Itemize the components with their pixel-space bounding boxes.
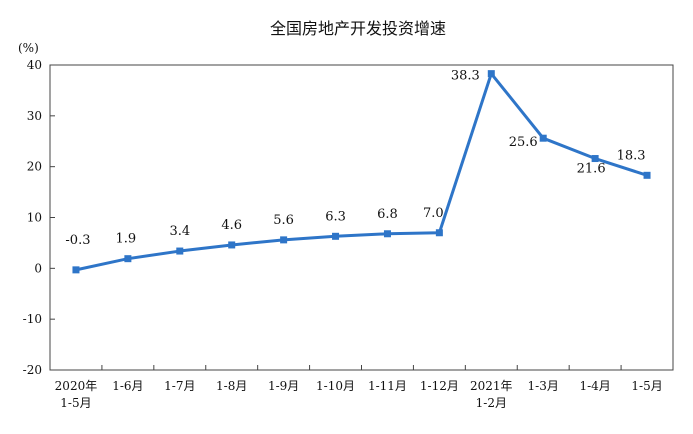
data-point bbox=[643, 171, 651, 179]
data-point bbox=[72, 266, 80, 274]
data-label: 4.6 bbox=[221, 218, 242, 233]
data-label: 6.8 bbox=[377, 207, 398, 222]
data-point bbox=[487, 70, 495, 78]
x-tick-label: 1-2月 bbox=[476, 396, 507, 410]
x-tick-label: 2021年 bbox=[470, 379, 513, 393]
x-tick-label: 1-6月 bbox=[112, 379, 143, 393]
data-label: 21.6 bbox=[577, 162, 606, 177]
x-tick-label: 1-5月 bbox=[631, 379, 662, 393]
data-point bbox=[435, 229, 443, 237]
data-label: 25.6 bbox=[509, 135, 538, 150]
data-point bbox=[332, 232, 340, 240]
y-tick-label: 20 bbox=[27, 160, 42, 174]
y-tick-label: 40 bbox=[27, 58, 42, 72]
data-label: 7.0 bbox=[423, 206, 444, 221]
data-label: 38.3 bbox=[451, 69, 480, 84]
data-label: 1.9 bbox=[116, 232, 137, 247]
x-tick-label: 2020年 bbox=[55, 379, 98, 393]
x-tick-label: 1-5月 bbox=[60, 396, 91, 410]
data-point bbox=[176, 247, 184, 255]
y-tick-label: 30 bbox=[27, 109, 42, 123]
x-tick-label: 1-7月 bbox=[164, 379, 195, 393]
plot-frame bbox=[49, 64, 674, 371]
data-labels: -0.3 1.9 3.4 4.6 5.6 6.3 6.8 7.0 38.3 25.6 21.6 18.… bbox=[65, 69, 645, 248]
chart-title: 全国房地产开发投资增速 bbox=[270, 19, 446, 38]
data-point bbox=[383, 230, 391, 238]
x-tick-label: 1-4月 bbox=[579, 379, 610, 393]
y-tick-label: -10 bbox=[23, 312, 42, 326]
data-point bbox=[539, 134, 547, 142]
data-label: 3.4 bbox=[169, 224, 190, 239]
y-tick-label: 10 bbox=[27, 211, 42, 225]
x-axis: 2020年 1-5月 1-6月 1-7月 1-8月 1-9月 1-10月 1-11月 1-12月… bbox=[55, 365, 663, 410]
x-tick-label: 1-9月 bbox=[268, 379, 299, 393]
data-point bbox=[591, 155, 599, 163]
y-tick-label: -20 bbox=[23, 363, 42, 377]
y-axis: -20 -10 0 10 20 30 40 bbox=[23, 58, 55, 377]
x-tick-label: 1-11月 bbox=[368, 379, 407, 393]
series-line bbox=[75, 72, 648, 272]
x-tick-label: 1-10月 bbox=[316, 379, 355, 393]
data-points bbox=[72, 70, 651, 274]
y-tick-label: 0 bbox=[34, 261, 42, 275]
data-label: -0.3 bbox=[65, 233, 90, 248]
x-tick-label: 1-12月 bbox=[420, 379, 459, 393]
data-label: 18.3 bbox=[617, 148, 646, 163]
data-point bbox=[228, 241, 236, 249]
data-point bbox=[124, 255, 132, 263]
data-label: 6.3 bbox=[325, 209, 346, 224]
y-unit-label: (%) bbox=[18, 41, 39, 55]
data-point bbox=[280, 236, 288, 244]
x-tick-label: 1-3月 bbox=[528, 379, 559, 393]
x-tick-label: 1-8月 bbox=[216, 379, 247, 393]
data-label: 5.6 bbox=[273, 213, 294, 228]
